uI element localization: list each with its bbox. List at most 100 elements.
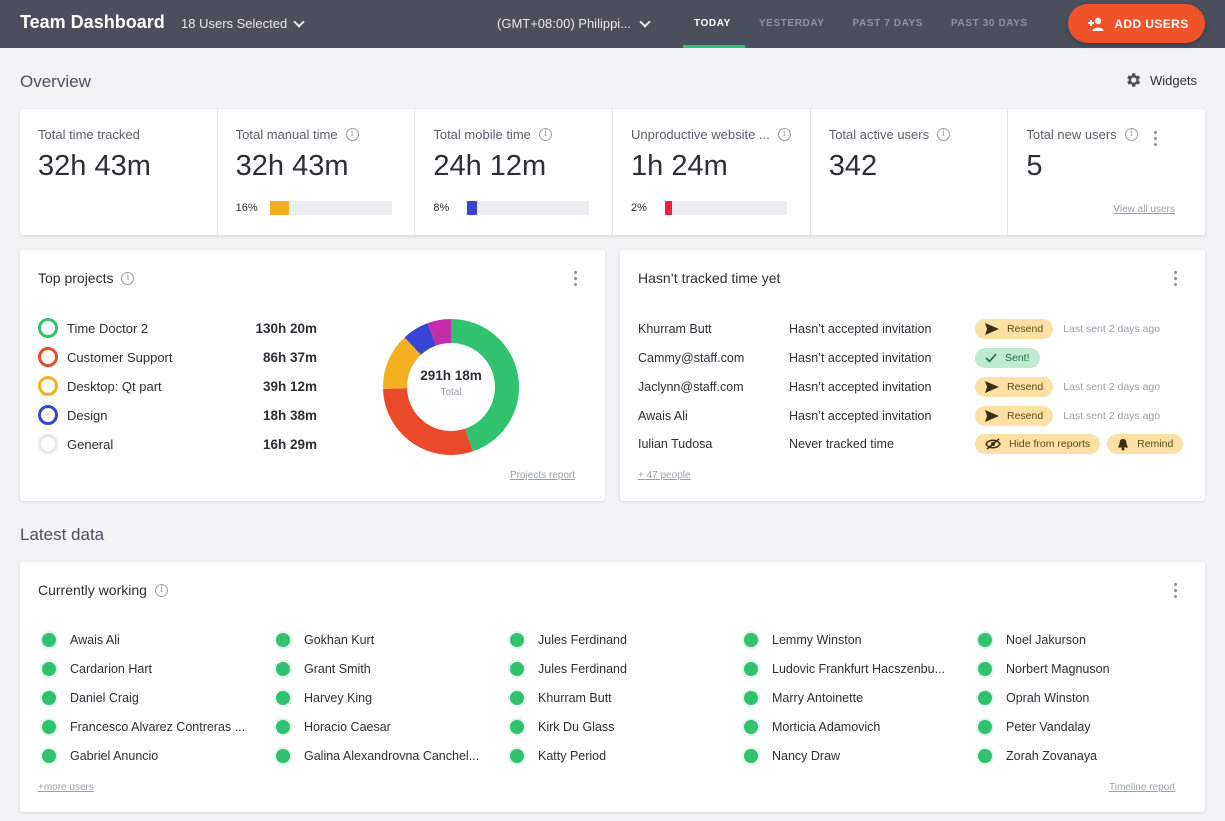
progress-row: 2% (631, 201, 788, 215)
more-options-icon[interactable] (1154, 131, 1158, 149)
tab-today[interactable]: TODAY (680, 0, 745, 48)
donut-slice[interactable] (383, 319, 519, 455)
tab-yesterday[interactable]: YESTERDAY (758, 18, 825, 29)
donut-slice[interactable] (383, 319, 519, 455)
stat-label: Total manual time (235, 127, 338, 142)
widgets-button[interactable]: Widgets (1124, 71, 1197, 89)
info-icon[interactable]: i (121, 271, 135, 285)
timezone-selector[interactable]: (GMT+08:00) Philippi... (497, 15, 651, 31)
top-projects-title: Top projects i (38, 270, 135, 286)
stat-value: 5 (1026, 150, 1043, 182)
widgets-label: Widgets (1150, 72, 1197, 88)
stat-total-mobile-time: Total mobile time i 24h 12m 8% (415, 109, 614, 235)
online-status-dot (510, 691, 524, 705)
user-name: Oprah Winston (1006, 691, 1090, 705)
working-user[interactable]: Katty Period (510, 749, 606, 763)
online-status-dot (978, 691, 992, 705)
add-users-button[interactable]: ADD USERS (1068, 4, 1205, 43)
more-options-icon[interactable] (1174, 583, 1178, 601)
working-user[interactable]: Morticia Adamovich (744, 720, 880, 734)
stat-label: Total mobile time (433, 127, 531, 142)
working-user[interactable]: Khurram Butt (510, 691, 612, 705)
working-user[interactable]: Norbert Magnuson (978, 662, 1110, 676)
not-tracked-row: Awais Ali Hasn’t accepted invitation Res… (638, 405, 1160, 427)
project-row[interactable]: Desktop: Qt part 39h 12m (38, 375, 317, 397)
project-row[interactable]: General 16h 29m (38, 433, 317, 455)
date-tabs: TODAY YESTERDAY PAST 7 DAYS PAST 30 DAYS (680, 0, 1042, 48)
stat-total-active-users: Total active users i 342 (811, 109, 1009, 235)
user-name: Galina Alexandrovna Canchel... (304, 749, 480, 763)
project-time: 130h 20m (255, 320, 317, 336)
info-icon[interactable]: i (937, 128, 951, 141)
user-name: Morticia Adamovich (772, 720, 881, 734)
working-user[interactable]: Ludovic Frankfurt Hacszenbu... (744, 662, 945, 676)
project-time: 39h 12m (262, 378, 317, 394)
currently-working-card: Currently working i Awais Ali Cardarion … (20, 562, 1205, 812)
user-status: Hasn’t accepted invitation (789, 322, 932, 336)
working-user[interactable]: Gabriel Anuncio (42, 749, 158, 763)
project-time: 18h 38m (262, 407, 317, 423)
online-status-dot (744, 662, 758, 676)
users-selector[interactable]: 18 Users Selected (181, 15, 305, 31)
online-status-dot (510, 720, 524, 734)
more-people-link[interactable]: + 47 people (638, 470, 691, 481)
projects-donut-chart[interactable] (382, 318, 520, 456)
stat-label: Total new users (1026, 127, 1117, 142)
more-users-link[interactable]: +more users (38, 782, 94, 793)
working-user[interactable]: Grant Smith (276, 662, 371, 676)
working-user[interactable]: Francesco Alvarez Contreras ... (42, 720, 245, 734)
working-user[interactable]: Daniel Craig (42, 691, 139, 705)
working-user[interactable]: Marry Antoinette (744, 691, 863, 705)
stat-label: Unproductive website ... (631, 127, 770, 142)
working-user[interactable]: Horacio Caesar (276, 720, 391, 734)
view-all-users-link[interactable]: View all users (1113, 204, 1175, 215)
working-user[interactable]: Galina Alexandrovna Canchel... (276, 749, 479, 763)
working-user[interactable]: Oprah Winston (978, 691, 1089, 705)
remind-button[interactable]: Remind (1107, 434, 1184, 454)
resend-button[interactable]: Resend (975, 319, 1054, 339)
user-name: Zorah Zovanaya (1006, 749, 1098, 763)
working-user[interactable]: Kirk Du Glass (510, 720, 614, 734)
online-status-dot (978, 633, 992, 647)
user-name: Awais Ali (638, 409, 688, 423)
info-icon[interactable]: i (538, 128, 552, 141)
user-name: Peter Vandalay (1006, 720, 1091, 734)
more-options-icon[interactable] (574, 271, 578, 289)
info-icon[interactable]: i (154, 583, 168, 597)
working-user[interactable]: Zorah Zovanaya (978, 749, 1097, 763)
working-user[interactable]: Jules Ferdinand (510, 633, 627, 647)
info-icon[interactable]: i (777, 128, 791, 141)
working-user[interactable]: Noel Jakurson (978, 633, 1086, 647)
online-status-dot (42, 691, 56, 705)
project-row[interactable]: Design 18h 38m (38, 404, 317, 426)
donut-slice[interactable] (383, 319, 519, 455)
project-row[interactable]: Time Doctor 2 130h 20m (38, 317, 317, 339)
user-name: Nancy Draw (772, 749, 841, 763)
user-name: Khurram Butt (538, 691, 612, 705)
project-row[interactable]: Customer Support 86h 37m (38, 346, 317, 368)
working-user[interactable]: Awais Ali (42, 633, 120, 647)
resend-button[interactable]: Resend (975, 377, 1054, 397)
working-user[interactable]: Harvey King (276, 691, 372, 705)
working-user[interactable]: Jules Ferdinand (510, 662, 627, 676)
online-status-dot (42, 749, 56, 763)
info-icon[interactable]: i (345, 128, 359, 141)
info-icon[interactable]: i (1124, 128, 1138, 141)
progress-bar (269, 201, 392, 215)
working-user[interactable]: Nancy Draw (744, 749, 840, 763)
working-user[interactable]: Lemmy Winston (744, 633, 862, 647)
working-user[interactable]: Peter Vandalay (978, 720, 1091, 734)
hide-from-reports-button[interactable]: Hide from reports (975, 434, 1101, 454)
projects-report-link[interactable]: Projects report (510, 470, 576, 481)
working-user[interactable]: Cardarion Hart (42, 662, 152, 676)
not-tracked-row: Iulian Tudosa Never tracked time Hide fr… (638, 433, 1184, 455)
more-options-icon[interactable] (1174, 271, 1178, 289)
user-name: Daniel Craig (70, 691, 139, 705)
tab-past-30-days[interactable]: PAST 30 DAYS (951, 18, 1028, 29)
project-color-ring (38, 318, 58, 338)
stat-total-new-users: Total new users i 5 View all users (1008, 109, 1205, 235)
working-user[interactable]: Gokhan Kurt (276, 633, 374, 647)
resend-button[interactable]: Resend (975, 406, 1054, 426)
timeline-report-link[interactable]: Timeline report (1109, 782, 1176, 793)
tab-past-7-days[interactable]: PAST 7 DAYS (852, 18, 924, 29)
